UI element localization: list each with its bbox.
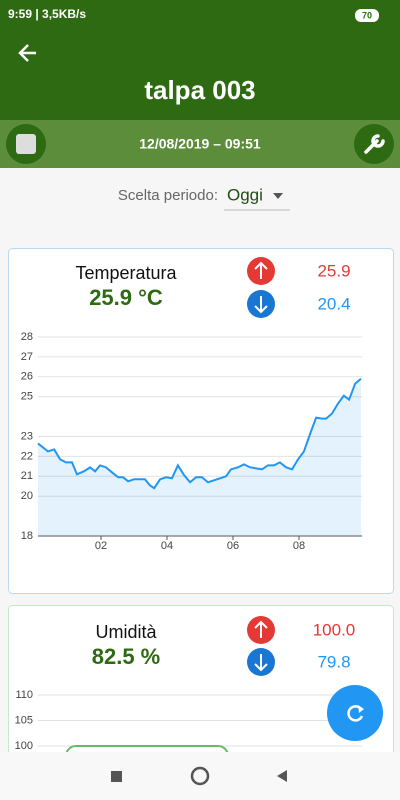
back-button[interactable] [18,44,36,62]
nav-bar [0,752,400,800]
y-tick-label: 22 [21,450,33,462]
x-tick-label: 06 [227,540,239,552]
dropdown-arrow [273,193,283,199]
page-title: talpa 003 [144,75,255,105]
y-tick-label: 105 [15,714,33,726]
sub-bar [0,120,400,168]
y-tick-label: 28 [21,331,33,343]
up-arrow [254,620,268,638]
datetime: 12/08/2019 – 09:51 [139,136,261,152]
refresh-icon [347,705,364,722]
up-arrow [254,261,268,279]
period-label: Scelta periodo: [118,187,218,204]
down-arrow [254,654,268,672]
data-line [37,378,362,490]
min-value: 79.8 [317,652,350,671]
y-tick-label: 110 [15,689,33,701]
current-value: 25.9 °C [89,285,163,310]
current-value: 82.5 % [92,644,161,669]
y-tick-label: 20 [21,490,33,502]
y-tick-label: 26 [21,371,33,383]
home-button[interactable] [190,766,210,786]
y-tick-label: 21 [21,470,33,482]
battery-level: 70 [362,10,372,20]
max-value: 25.9 [317,261,350,280]
max-value: 100.0 [313,620,356,639]
card-title: Umidità [95,622,157,642]
wrench-icon [364,134,385,154]
y-tick-label: 23 [21,430,33,442]
x-tick-label: 08 [293,540,305,552]
area-fill [38,378,362,536]
list-icon [16,134,36,154]
min-value: 20.4 [317,294,350,313]
x-tick-label: 04 [161,540,173,552]
refresh-button[interactable] [327,685,383,741]
y-tick-label: 18 [21,530,33,542]
down-arrow [254,296,268,314]
battery-icon [355,9,379,22]
app-bar [0,0,400,120]
y-tick-label: 25 [21,391,33,403]
back-nav-button[interactable] [277,770,287,782]
recent-button[interactable] [111,771,122,782]
y-tick-label: 100 [15,740,33,752]
y-tick-label: 27 [21,351,33,363]
period-value[interactable]: Oggi [227,185,263,204]
refresh-arrowhead [358,705,364,713]
status-time: 9:59 | 3,5KB/s [8,7,86,21]
card-title: Temperatura [75,263,177,283]
temperature-card [8,248,394,594]
charts: 18 20 21 22 23 25 26 27 28 02 04 06 08 100 105 110 [15,331,362,752]
x-tick-label: 02 [95,540,107,552]
